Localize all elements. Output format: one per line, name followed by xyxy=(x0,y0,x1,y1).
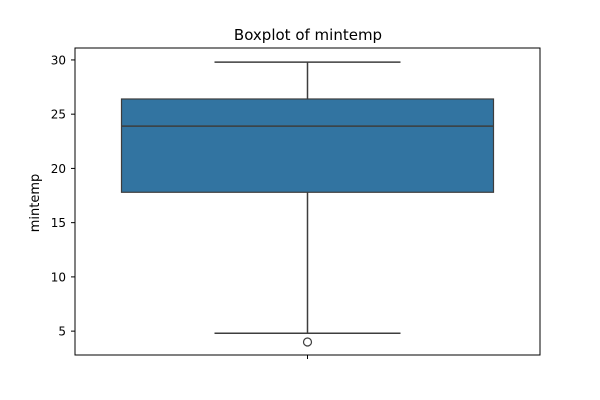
y-tick-label: 15 xyxy=(51,216,66,230)
y-axis-label: mintemp xyxy=(28,174,43,233)
plot-area xyxy=(120,61,495,347)
y-axis: 5 10 15 20 25 30 xyxy=(51,47,541,359)
chart-title: Boxplot of mintemp xyxy=(234,26,382,44)
y-tick-label: 5 xyxy=(58,325,66,339)
y-tick-label: 10 xyxy=(51,270,66,284)
y-tick-label: 20 xyxy=(51,162,66,176)
y-tick-label: 25 xyxy=(51,108,66,122)
outlier-point xyxy=(302,337,313,347)
iqr-box xyxy=(120,98,495,193)
y-tick-label: 30 xyxy=(51,53,66,67)
